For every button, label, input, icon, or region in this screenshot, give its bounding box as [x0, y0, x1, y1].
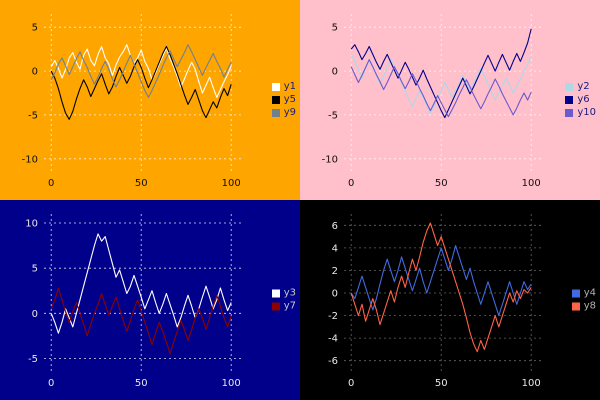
y-tick-label: -4 [328, 334, 338, 345]
y-tick-label: 5 [32, 264, 38, 275]
y-tick-label: -10 [22, 154, 38, 165]
legend-label: y7 [283, 300, 296, 312]
x-tick-label: 100 [522, 178, 541, 189]
y-tick-label: -6 [328, 356, 338, 367]
y-tick-label: -5 [28, 110, 38, 121]
legend-swatch-icon [271, 96, 280, 104]
legend-item: y2 [565, 82, 596, 92]
x-tick-label: 100 [522, 378, 541, 389]
legend-swatch-icon [271, 83, 280, 91]
y-tick-label: 0 [32, 309, 38, 320]
legend-label: y9 [283, 107, 296, 118]
legend-item: y5 [271, 94, 296, 105]
y-tick-label: 5 [332, 23, 338, 34]
x-tick-label: 0 [348, 378, 354, 389]
series-line-y1 [50, 44, 232, 98]
legend-swatch-icon [565, 96, 574, 104]
panel-top-right: 5 0 -5 -10 0 50 100 y2 y6 y10 [300, 0, 600, 200]
x-tick-label: 50 [135, 378, 148, 389]
series-line-y8 [350, 222, 532, 353]
series-line-y4 [350, 245, 532, 317]
legend-item: y6 [565, 95, 596, 105]
y-tick-label: 5 [32, 23, 38, 34]
legend-label: y6 [577, 94, 590, 105]
chart-canvas-bottom-right: 6 4 2 0 -2 -4 -6 0 50 100 [328, 214, 542, 389]
series-line-y10 [350, 59, 532, 118]
legend-label: y5 [283, 94, 296, 105]
y-tick-label: 6 [332, 221, 338, 232]
legend-swatch-icon [571, 302, 580, 311]
legend-item: y10 [565, 108, 596, 118]
legend-swatch-icon [565, 83, 574, 91]
legend-item: y3 [271, 287, 296, 299]
y-tick-label: 2 [332, 266, 338, 277]
panel-top-left: 5 0 -5 -10 0 50 100 y1 y5 y9 [0, 0, 300, 200]
legend-swatch-icon [571, 289, 580, 298]
legend: y1 y5 y9 [271, 81, 296, 118]
x-tick-label: 50 [435, 178, 448, 189]
legend-item: y1 [271, 81, 296, 92]
series-line-y2 [350, 53, 532, 114]
x-tick-label: 0 [348, 178, 354, 189]
legend-swatch-icon [271, 109, 280, 117]
x-tick-label: 0 [48, 178, 54, 189]
y-tick-label: -2 [328, 311, 338, 322]
y-tick-label: -10 [322, 154, 338, 165]
y-tick-label: 4 [332, 243, 338, 254]
legend-label: y2 [577, 81, 590, 92]
legend-swatch-icon [565, 109, 574, 117]
legend: y3 y7 [271, 287, 296, 312]
legend-swatch-icon [271, 302, 280, 311]
legend-item: y4 [571, 287, 596, 299]
series-line-y5 [50, 45, 232, 120]
x-tick-label: 0 [48, 378, 54, 389]
legend-swatch-icon [271, 289, 280, 298]
y-tick-label: -5 [28, 354, 38, 365]
chart-canvas-top-right: 50-5-100 50 100 [322, 14, 542, 189]
x-tick-label: 100 [222, 178, 241, 189]
legend-item: y9 [271, 107, 296, 118]
legend: y2 y6 y10 [565, 82, 596, 118]
chart-canvas-top-left: 50-5-100 50 100 [22, 14, 242, 189]
series-line-y9 [50, 44, 232, 98]
legend-label: y3 [283, 287, 296, 299]
panel-bottom-right: 6 4 2 0 -2 -4 -6 0 50 100 y4 y8 [300, 200, 600, 400]
panel-bottom-left: 10 5 0 -5 0 50 100 y3 y7 [0, 200, 300, 400]
series-line-y7 [50, 287, 232, 355]
series-line-y6 [350, 28, 532, 119]
legend-label: y1 [283, 81, 296, 92]
y-tick-label: 0 [332, 67, 338, 78]
legend-label: y10 [577, 107, 596, 118]
series-line-y3 [50, 233, 232, 334]
x-tick-label: 50 [135, 178, 148, 189]
y-tick-label: -5 [328, 110, 338, 121]
legend-label: y8 [583, 300, 596, 312]
y-tick-label: 0 [32, 67, 38, 78]
legend-item: y8 [571, 300, 596, 312]
legend: y4 y8 [571, 287, 596, 312]
legend-label: y4 [583, 287, 596, 299]
x-tick-label: 100 [222, 378, 241, 389]
y-tick-label: 0 [332, 289, 338, 300]
legend-item: y7 [271, 300, 296, 312]
y-tick-label: 10 [25, 219, 38, 230]
x-tick-label: 50 [435, 378, 448, 389]
